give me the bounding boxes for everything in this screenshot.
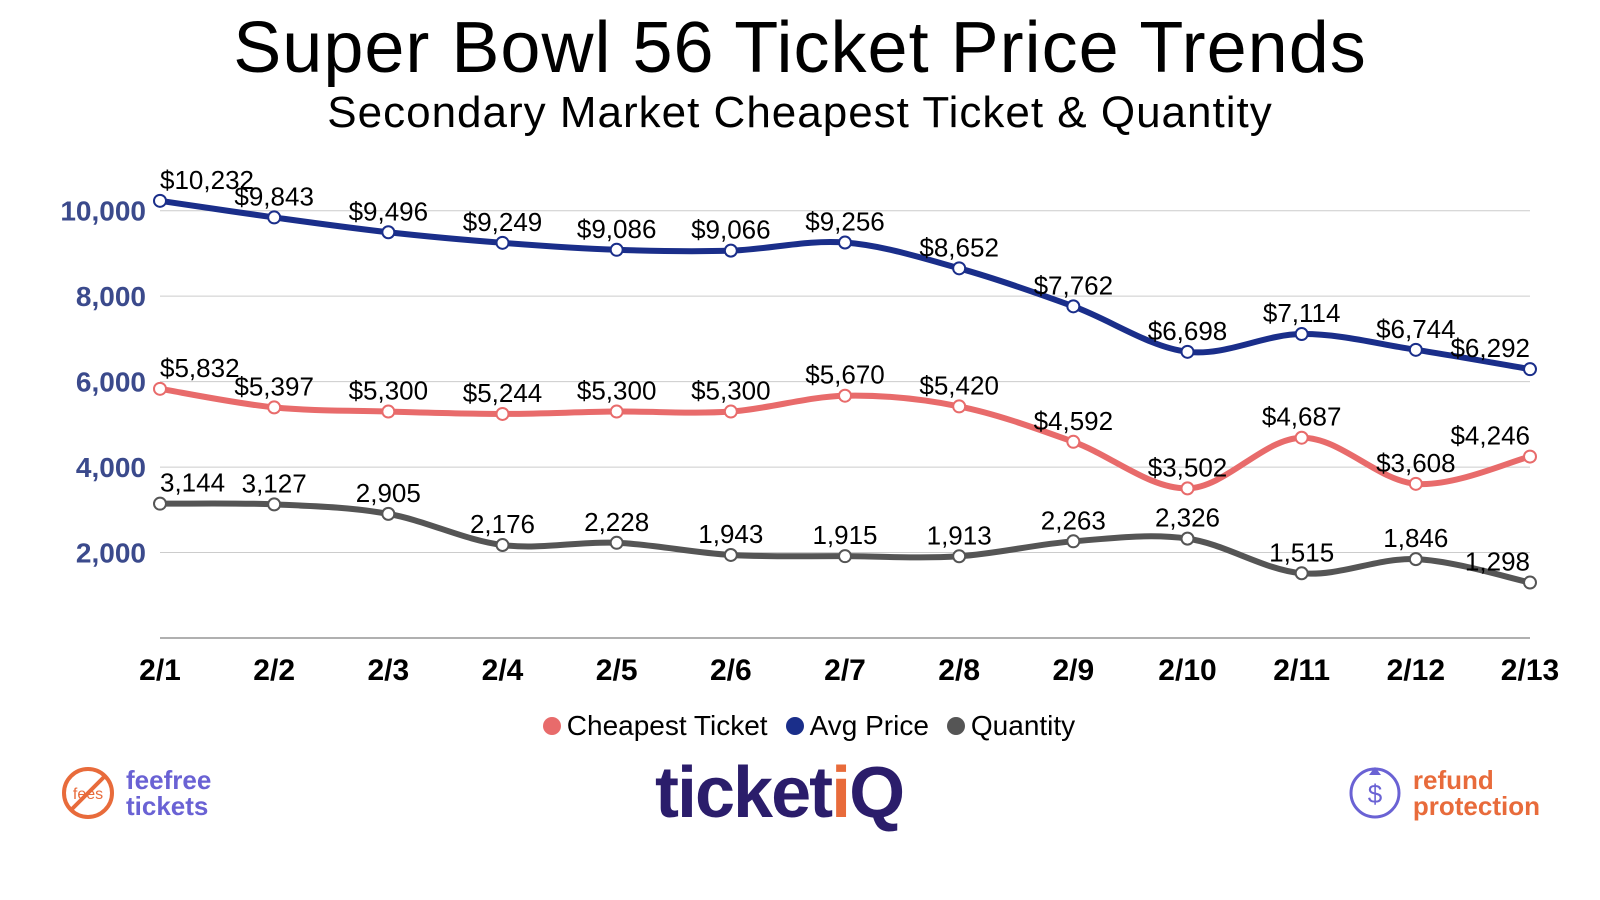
refund-text: refund protection <box>1413 767 1540 819</box>
svg-text:2/9: 2/9 <box>1052 654 1094 687</box>
svg-text:$6,698: $6,698 <box>1148 316 1228 346</box>
svg-text:2/2: 2/2 <box>253 654 295 687</box>
svg-text:4,000: 4,000 <box>76 452 146 483</box>
svg-text:2,176: 2,176 <box>470 509 535 539</box>
svg-text:$5,244: $5,244 <box>463 378 543 408</box>
svg-text:$6,744: $6,744 <box>1376 314 1456 344</box>
svg-text:2/4: 2/4 <box>482 654 524 687</box>
svg-text:$4,246: $4,246 <box>1450 421 1530 451</box>
svg-text:$6,292: $6,292 <box>1450 333 1530 363</box>
svg-text:$9,256: $9,256 <box>805 207 885 237</box>
svg-text:$9,249: $9,249 <box>463 207 543 237</box>
svg-text:2,000: 2,000 <box>76 538 146 569</box>
svg-text:2/11: 2/11 <box>1273 654 1330 687</box>
svg-text:$: $ <box>1368 779 1383 809</box>
refund-icon: $ <box>1347 765 1403 821</box>
svg-text:2,905: 2,905 <box>356 478 421 508</box>
svg-text:$7,114: $7,114 <box>1263 298 1341 328</box>
svg-text:2,326: 2,326 <box>1155 503 1220 533</box>
svg-text:2/13: 2/13 <box>1501 654 1559 687</box>
svg-text:$9,843: $9,843 <box>234 181 314 211</box>
svg-text:$5,832: $5,832 <box>160 353 240 383</box>
svg-text:$9,066: $9,066 <box>691 215 771 245</box>
chart-subtitle: Secondary Market Cheapest Ticket & Quant… <box>0 88 1600 138</box>
svg-text:1,846: 1,846 <box>1383 523 1448 553</box>
svg-text:3,127: 3,127 <box>242 468 307 498</box>
svg-text:$5,300: $5,300 <box>577 376 657 406</box>
legend-item: Cheapest Ticket <box>567 710 768 741</box>
svg-text:1,913: 1,913 <box>927 520 992 550</box>
svg-text:1,298: 1,298 <box>1465 547 1530 577</box>
svg-text:2/7: 2/7 <box>824 654 866 687</box>
svg-text:1,915: 1,915 <box>812 520 877 550</box>
svg-text:8,000: 8,000 <box>76 281 146 312</box>
svg-text:2,263: 2,263 <box>1041 505 1106 535</box>
svg-text:$5,420: $5,420 <box>919 370 999 400</box>
svg-text:2/6: 2/6 <box>710 654 752 687</box>
svg-text:$7,762: $7,762 <box>1034 270 1114 300</box>
svg-text:2/8: 2/8 <box>938 654 980 687</box>
ticketiq-logo: ticketiQ <box>655 752 903 834</box>
legend-item: Quantity <box>971 710 1075 741</box>
svg-text:$3,502: $3,502 <box>1148 452 1228 482</box>
svg-text:2/3: 2/3 <box>367 654 409 687</box>
title-block: Super Bowl 56 Ticket Price Trends Second… <box>0 0 1600 138</box>
svg-text:3,144: 3,144 <box>160 468 225 498</box>
svg-text:6,000: 6,000 <box>76 367 146 398</box>
svg-text:$5,300: $5,300 <box>691 376 771 406</box>
no-fees-icon: fees <box>60 765 116 821</box>
svg-text:fees: fees <box>73 786 103 803</box>
svg-text:10,000: 10,000 <box>60 196 146 227</box>
chart-title: Super Bowl 56 Ticket Price Trends <box>0 12 1600 84</box>
chart-legend: Cheapest Ticket Avg Price Quantity <box>0 710 1600 742</box>
logo-row: fees feefree tickets ticketiQ $ refund p… <box>0 742 1600 834</box>
svg-text:$4,687: $4,687 <box>1262 402 1342 432</box>
line-chart-svg: 2,000 4,000 6,000 8,000 10,000 2/1 2/2 2/3 2/4 2/… <box>40 148 1560 708</box>
svg-text:2/12: 2/12 <box>1387 654 1445 687</box>
svg-text:2/1: 2/1 <box>139 654 181 687</box>
svg-text:$4,592: $4,592 <box>1034 406 1114 436</box>
refund-logo: $ refund protection <box>1347 765 1540 821</box>
svg-text:1,515: 1,515 <box>1269 537 1334 567</box>
svg-text:$9,086: $9,086 <box>577 214 657 244</box>
svg-text:$9,496: $9,496 <box>349 196 429 226</box>
feefree-text: feefree tickets <box>126 767 211 819</box>
svg-text:$5,397: $5,397 <box>234 371 314 401</box>
svg-text:$5,670: $5,670 <box>805 360 885 390</box>
svg-text:2,228: 2,228 <box>584 507 649 537</box>
svg-text:$3,608: $3,608 <box>1376 448 1456 478</box>
svg-text:$5,300: $5,300 <box>349 376 429 406</box>
svg-text:$8,652: $8,652 <box>919 232 999 262</box>
svg-text:2/5: 2/5 <box>596 654 638 687</box>
svg-text:2/10: 2/10 <box>1158 654 1216 687</box>
svg-text:1,943: 1,943 <box>698 519 763 549</box>
feefree-logo: fees feefree tickets <box>60 765 211 821</box>
chart-area: 2,000 4,000 6,000 8,000 10,000 2/1 2/2 2/3 2/4 2/… <box>40 148 1560 708</box>
legend-item: Avg Price <box>810 710 929 741</box>
